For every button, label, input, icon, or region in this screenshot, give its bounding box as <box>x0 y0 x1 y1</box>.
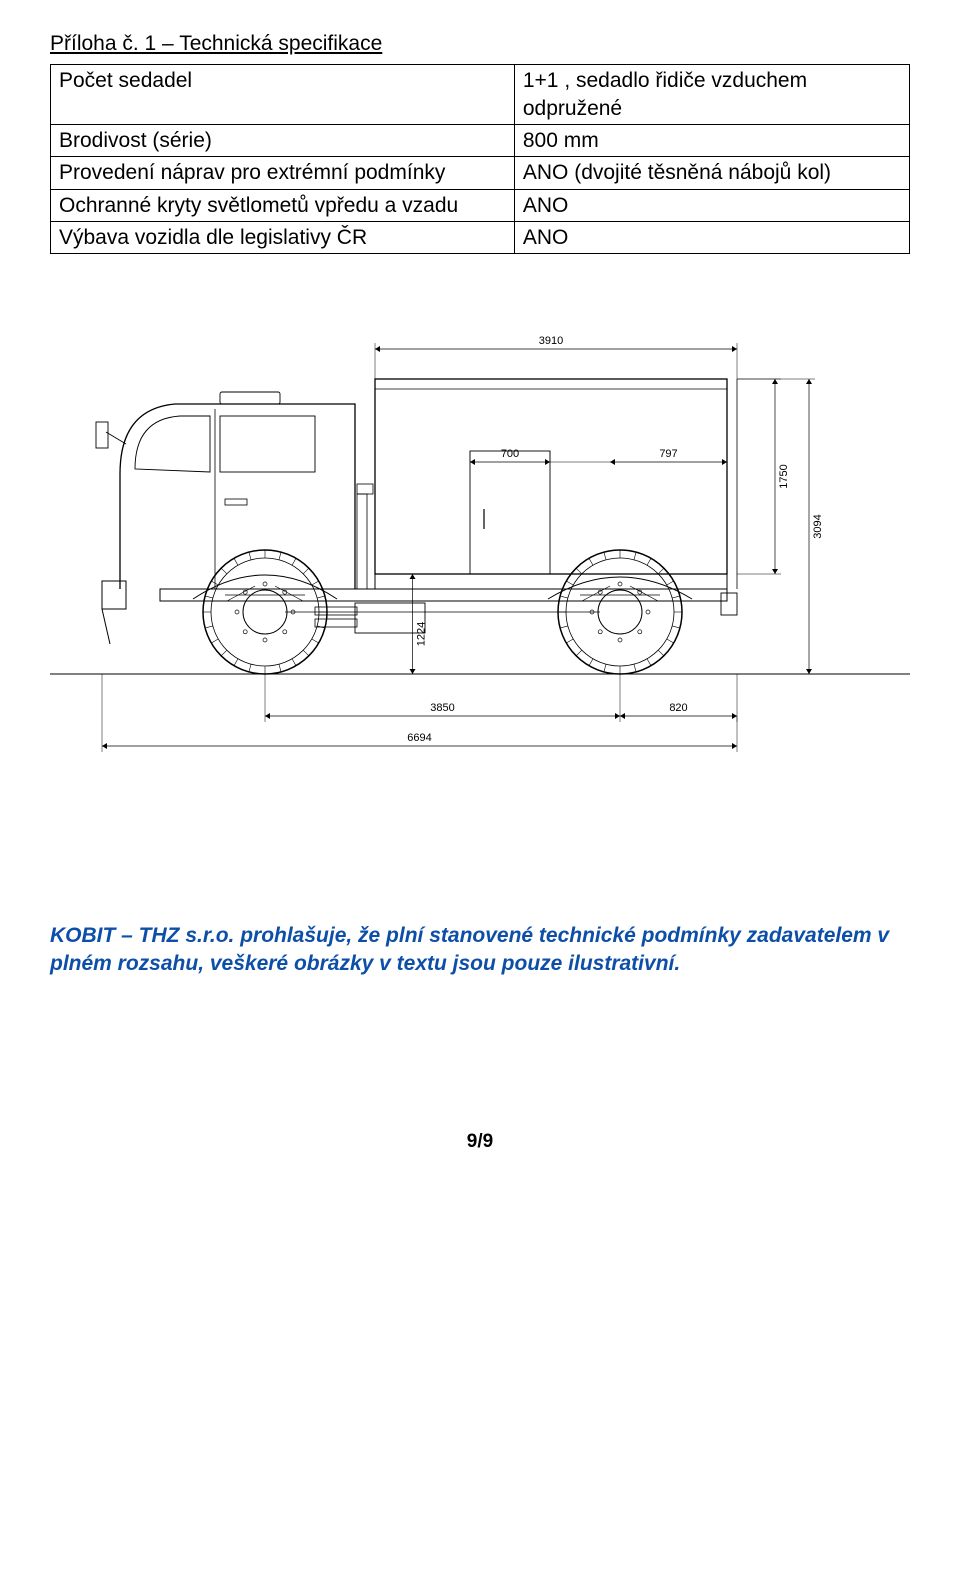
row-label: Ochranné kryty světlometů vpředu a vzadu <box>51 189 515 221</box>
svg-text:3850: 3850 <box>430 702 454 714</box>
table-row: Ochranné kryty světlometů vpředu a vzadu… <box>51 189 910 221</box>
table-row: Provedení náprav pro extrémní podmínky A… <box>51 157 910 189</box>
row-value: ANO (dvojité těsněná nábojů kol) <box>514 157 909 189</box>
table-row: Počet sedadel 1+1 , sedadlo řidiče vzduc… <box>51 65 910 125</box>
truck-diagram: 3910 700 797 1750 3094 1224 3850 820 6694 <box>50 314 910 782</box>
svg-text:820: 820 <box>669 702 687 714</box>
row-value: 1+1 , sedadlo řidiče vzduchem odpružené <box>514 65 909 125</box>
statement-text: KOBIT – THZ s.r.o. prohlašuje, že plní s… <box>50 924 889 975</box>
row-value: ANO <box>514 221 909 253</box>
truck-svg: 3910 700 797 1750 3094 1224 3850 820 6694 <box>50 314 910 774</box>
row-label: Počet sedadel <box>51 65 515 125</box>
table-row: Výbava vozidla dle legislativy ČR ANO <box>51 221 910 253</box>
svg-text:700: 700 <box>501 448 519 460</box>
row-label: Provedení náprav pro extrémní podmínky <box>51 157 515 189</box>
row-value: ANO <box>514 189 909 221</box>
document-header: Příloha č. 1 – Technická specifikace <box>50 30 910 58</box>
row-label: Brodivost (série) <box>51 124 515 156</box>
svg-text:3094: 3094 <box>812 514 824 538</box>
svg-text:3910: 3910 <box>539 335 563 347</box>
svg-text:797: 797 <box>659 448 677 460</box>
compliance-statement: KOBIT – THZ s.r.o. prohlašuje, že plní s… <box>50 922 910 979</box>
table-row: Brodivost (série) 800 mm <box>51 124 910 156</box>
row-value: 800 mm <box>514 124 909 156</box>
specification-table: Počet sedadel 1+1 , sedadlo řidiče vzduc… <box>50 64 910 254</box>
svg-text:1224: 1224 <box>416 622 428 646</box>
svg-text:6694: 6694 <box>407 732 431 744</box>
row-label: Výbava vozidla dle legislativy ČR <box>51 221 515 253</box>
page-number: 9/9 <box>50 1129 910 1155</box>
svg-text:1750: 1750 <box>778 464 790 488</box>
